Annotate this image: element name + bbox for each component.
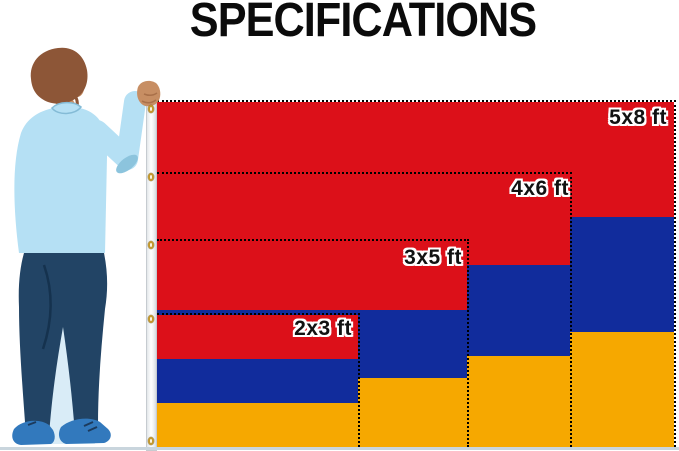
person-shoe-right [58,418,111,444]
person-shoe-left [12,420,55,445]
stripe-orange [157,402,358,447]
person-shirt [14,106,108,254]
flag-pole [146,87,157,451]
grommet [148,437,154,445]
grommet [148,315,154,323]
person-hair-strand [72,93,79,116]
flag-size-label-3x5: 3x5 ft [404,246,462,269]
flag-size-label-2x3: 2x3 ft [294,317,352,340]
stripe-blue [157,358,358,403]
person-neck [52,87,79,113]
person-collar [51,101,83,115]
person [12,47,161,445]
flag-size-label-5x8: 5x8 ft [609,106,667,129]
flag-2x3: 2x3 ft [157,313,360,447]
stripe-red [157,241,467,310]
person-shoe-laces [27,421,98,432]
page-title: SPECIFICATIONS [189,0,537,47]
person-pants-seam [41,264,52,350]
grommet [148,105,154,113]
stripe-red [157,315,358,359]
grommet [148,241,154,249]
person-illustration [12,47,161,445]
bottom-border-line [0,447,679,450]
flag-size-label-4x6: 4x6 ft [511,177,569,200]
person-elbow-shade [116,154,138,174]
grommet [148,173,154,181]
person-raised-arm [86,91,146,170]
person-ear [70,79,84,97]
person-leg-gap [45,317,95,444]
person-hair [30,47,88,104]
person-pants [18,253,108,436]
